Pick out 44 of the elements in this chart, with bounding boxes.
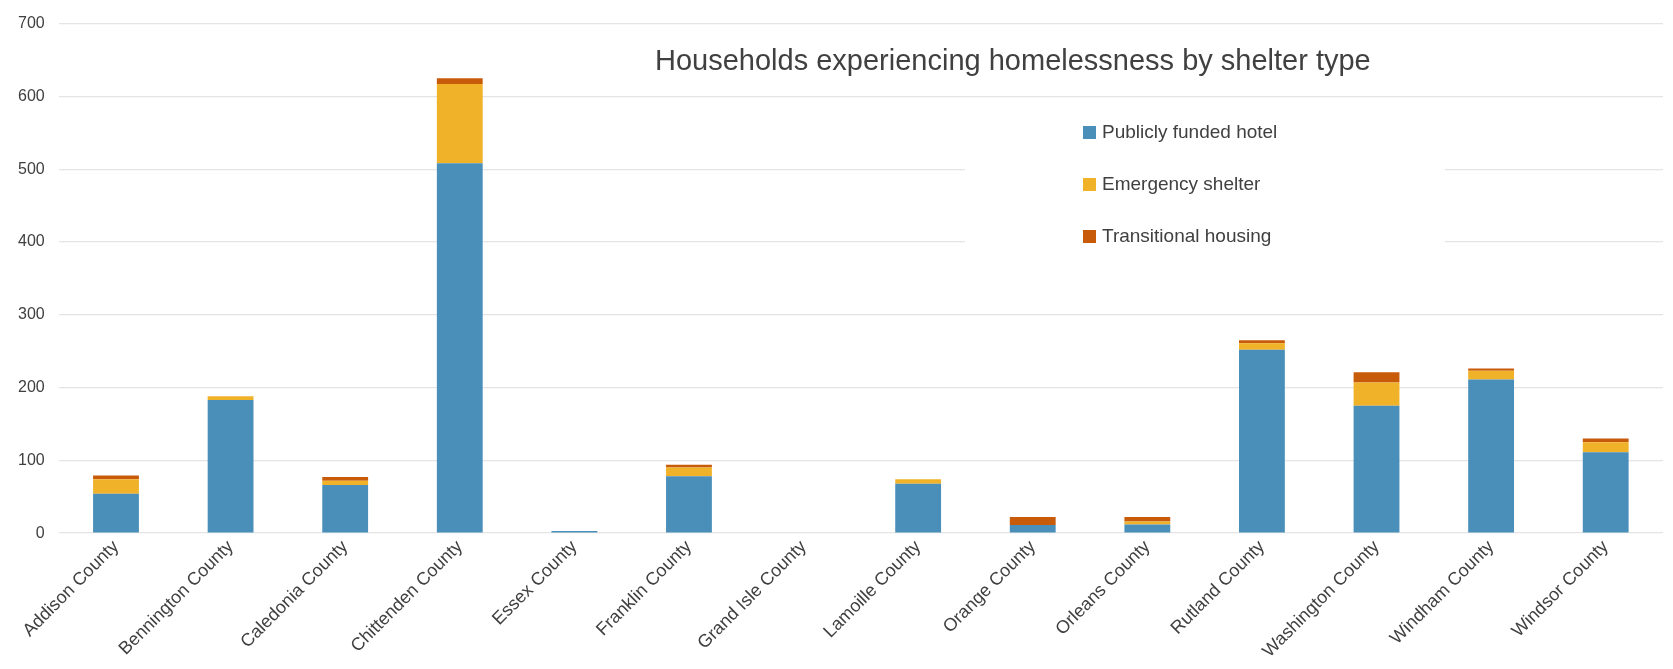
bar — [666, 464, 712, 468]
bar — [1582, 442, 1629, 453]
bar — [666, 476, 712, 533]
legend-label: Emergency shelter — [1102, 173, 1261, 195]
bar — [1353, 405, 1400, 533]
bar — [322, 480, 369, 486]
bar — [322, 485, 369, 533]
bar — [436, 78, 483, 85]
bar — [1239, 349, 1285, 533]
bar — [1124, 521, 1171, 525]
bar — [895, 479, 942, 484]
bar — [1124, 517, 1171, 522]
y-tick-label: 200 — [17, 377, 45, 395]
y-tick-label: 400 — [17, 232, 45, 250]
bar — [1582, 438, 1629, 443]
bar — [1239, 343, 1285, 350]
bar — [1009, 517, 1056, 526]
bar — [1353, 382, 1400, 406]
bar — [322, 477, 369, 481]
y-tick-label: 0 — [35, 523, 45, 541]
bar — [207, 399, 254, 533]
legend-label: Transitional housing — [1102, 225, 1272, 247]
bar — [93, 493, 139, 533]
y-tick-label: 600 — [17, 86, 45, 104]
bar — [666, 467, 712, 477]
bar — [436, 163, 483, 533]
bar — [1009, 525, 1056, 533]
y-tick-label: 300 — [17, 305, 45, 323]
bar — [1468, 370, 1515, 380]
bar — [1468, 379, 1515, 533]
bar — [93, 479, 139, 494]
bar — [895, 483, 942, 533]
bar — [1353, 372, 1400, 383]
bar — [1582, 452, 1629, 533]
y-tick-label: 700 — [17, 14, 45, 32]
legend-label: Publicly funded hotel — [1102, 121, 1278, 143]
bar — [436, 84, 483, 164]
bar — [1124, 524, 1171, 533]
text: Households experiencing homelessness by shelter type — [655, 44, 1371, 77]
bar — [1468, 368, 1515, 371]
bar — [1239, 340, 1285, 344]
y-tick-label: 500 — [17, 159, 45, 177]
bar — [207, 396, 254, 400]
y-tick-label: 100 — [17, 450, 45, 468]
